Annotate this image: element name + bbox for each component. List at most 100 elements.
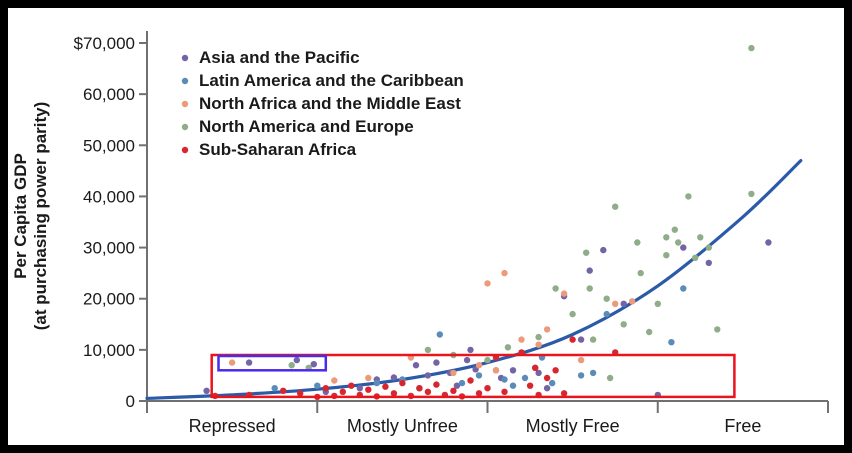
data-point [424, 388, 432, 395]
data-point [463, 356, 471, 364]
data-point [569, 336, 576, 343]
data-point [501, 376, 508, 383]
data-point [484, 385, 491, 392]
axes: 0 10,000 20,000 30,000 40,000 50,000 60,000 $70… [74, 31, 829, 436]
data-point [549, 379, 556, 387]
legend-item-north-america-and-europe: North America and Europe [181, 117, 414, 136]
x-category-label-repressed: Repressed [189, 416, 276, 436]
trendline [145, 159, 803, 400]
data-point [518, 336, 525, 343]
x-category-label-mostly-free: Mostly Free [526, 416, 620, 436]
data-point [765, 239, 772, 246]
data-point [663, 234, 670, 241]
y-tick-label: 30,000 [83, 239, 135, 258]
series-north-america-and-europe [288, 44, 755, 382]
data-point [453, 382, 461, 389]
data-point [714, 326, 721, 333]
data-point [458, 379, 466, 387]
y-tick-label: 50,000 [83, 136, 135, 155]
data-point [668, 339, 675, 346]
legend-label: North America and Europe [199, 117, 414, 136]
legend-marker [181, 77, 189, 85]
data-point [484, 356, 491, 364]
data-point [606, 374, 614, 382]
data-point [612, 203, 619, 210]
legend-label: North Africa and the Middle East [199, 94, 461, 113]
x-category-label-mostly-unfree: Mostly Unfree [347, 416, 458, 436]
data-point [603, 295, 610, 302]
data-point [245, 359, 253, 366]
legend-label: Latin America and the Caribbean [199, 71, 464, 90]
data-point [603, 310, 610, 318]
legend-marker [181, 146, 189, 154]
data-point [390, 374, 398, 381]
legend-item-north-africa-and-the-middle-east: North Africa and the Middle East [181, 94, 461, 113]
series-north-africa-and-the-middle-east [228, 269, 636, 384]
data-point [526, 382, 534, 389]
data-point [535, 333, 542, 341]
data-point [586, 267, 593, 274]
legend-marker [181, 100, 189, 108]
data-point [589, 369, 597, 377]
data-point [509, 367, 517, 374]
data-point [228, 359, 236, 366]
annotation-boxes [210, 353, 736, 399]
data-point [475, 372, 483, 379]
legend-marker [181, 54, 189, 62]
data-point [288, 362, 295, 369]
legend: Asia and the Pacific Latin America and th… [181, 48, 464, 159]
data-point [475, 362, 483, 369]
data-point [586, 285, 593, 292]
data-point [436, 331, 443, 338]
data-point [671, 226, 678, 233]
legend-item-asia-and-the-pacific: Asia and the Pacific [181, 48, 360, 67]
data-point [589, 336, 597, 343]
data-points [203, 44, 772, 401]
data-point [450, 369, 457, 377]
data-point [331, 377, 338, 384]
data-point [705, 259, 712, 267]
data-point [271, 385, 278, 392]
data-point [577, 336, 585, 343]
chart-panel: Per Capita GDP (at purchasing power pari… [8, 8, 844, 445]
data-point [560, 290, 568, 297]
data-point [310, 361, 317, 368]
y-axis-title: Per Capita GDP (at purchasing power pari… [11, 102, 50, 331]
data-point [620, 300, 627, 307]
data-point [705, 244, 712, 251]
data-point [552, 285, 559, 292]
data-point [373, 379, 380, 387]
y-tick-label: 0 [126, 392, 135, 411]
data-point [543, 385, 551, 392]
legend-label: Sub-Saharan Africa [199, 140, 357, 159]
data-point [675, 239, 682, 246]
data-point [634, 239, 641, 246]
data-point [348, 382, 355, 389]
data-point [399, 379, 406, 387]
data-point [412, 362, 420, 369]
legend-item-latin-america-and-the-caribbean: Latin America and the Caribbean [181, 71, 464, 90]
y-axis-title-line2: (at purchasing power parity) [31, 102, 50, 331]
data-point [560, 390, 568, 397]
data-point [600, 246, 607, 254]
legend-item-sub-saharan-africa: Sub-Saharan Africa [181, 140, 357, 159]
data-point [382, 383, 389, 390]
legend-label: Asia and the Pacific [199, 48, 360, 67]
data-point [322, 385, 329, 392]
data-point [680, 244, 687, 251]
y-tick-label: 40,000 [83, 187, 135, 206]
data-point [577, 356, 585, 364]
data-point [535, 369, 542, 377]
data-point [654, 300, 661, 307]
data-point [646, 328, 653, 336]
data-point [433, 381, 440, 388]
data-point [620, 321, 627, 328]
data-point [692, 254, 699, 261]
data-point [293, 356, 300, 364]
y-tick-label: 10,000 [83, 341, 135, 360]
data-point [390, 390, 398, 397]
data-point [552, 367, 559, 374]
highlight-box-red [210, 353, 736, 399]
data-point [467, 346, 474, 354]
